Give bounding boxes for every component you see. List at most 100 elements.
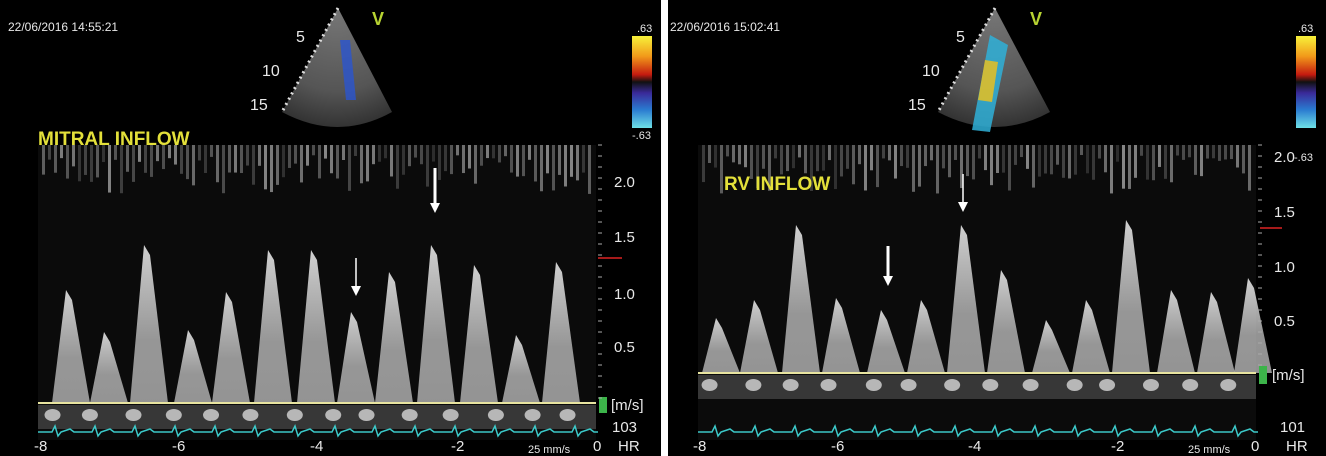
noise (978, 145, 981, 159)
noise (54, 145, 57, 173)
noise (726, 145, 729, 157)
depth-ruler (936, 7, 997, 113)
noise (126, 145, 129, 172)
noise (1212, 145, 1215, 159)
color-scale-max: .63 (1298, 23, 1313, 35)
noise (924, 145, 927, 167)
noise (546, 145, 549, 174)
baseline-marker (599, 397, 607, 413)
time-label: -4 (310, 438, 323, 455)
noise (528, 145, 531, 160)
noise (325, 409, 342, 421)
noise (120, 145, 123, 194)
noise (138, 145, 141, 162)
noise (852, 145, 855, 185)
spectral-envelope (1112, 220, 1150, 373)
noise (876, 145, 879, 188)
noise (834, 145, 837, 190)
noise (510, 145, 513, 173)
noise (204, 145, 207, 174)
noise (420, 145, 423, 165)
noise (165, 409, 182, 421)
noise (216, 145, 219, 183)
noise (1066, 379, 1083, 391)
noise (1170, 145, 1173, 183)
spectral-envelope (822, 298, 860, 373)
noise (588, 145, 591, 194)
noise (1128, 145, 1131, 189)
noise (912, 145, 915, 192)
noise (378, 145, 381, 162)
noise (180, 145, 183, 174)
noise (744, 145, 747, 168)
noise (1116, 145, 1119, 162)
noise (1032, 145, 1035, 188)
spectral-envelope (337, 312, 375, 403)
noise (288, 145, 291, 168)
noise (570, 145, 573, 177)
noise (426, 145, 429, 187)
color-scale-min: -.63 (1294, 152, 1313, 164)
noise (132, 145, 135, 182)
noise (870, 145, 873, 171)
noise (756, 145, 759, 189)
noise (462, 145, 465, 174)
noise (918, 145, 921, 187)
noise (270, 145, 273, 193)
noise (444, 145, 447, 172)
noise (1236, 145, 1239, 168)
noise (750, 145, 753, 179)
noise (102, 145, 105, 163)
panel-title: RV INFLOW (724, 174, 830, 195)
noise (982, 379, 999, 391)
velocity-label: 1.0 (614, 286, 635, 303)
noise (372, 145, 375, 165)
time-label: -6 (831, 438, 844, 455)
noise (222, 145, 225, 194)
noise (414, 145, 417, 158)
noise (552, 145, 555, 191)
noise (840, 145, 843, 177)
sector (282, 8, 392, 127)
noise (822, 145, 825, 171)
noise (804, 145, 807, 174)
arrow-head (351, 286, 361, 296)
noise (246, 145, 249, 166)
noise (84, 145, 87, 175)
noise (286, 409, 303, 421)
noise (1008, 145, 1011, 191)
noise (348, 145, 351, 191)
noise (1038, 145, 1041, 177)
noise (1022, 379, 1039, 391)
noise (798, 145, 801, 158)
panel: 22/06/2016 14:55:21 V 5 10 15 .63 -.63 M… (0, 0, 661, 456)
ecg-trace (698, 423, 1258, 438)
time-label: -8 (693, 438, 706, 455)
noise (954, 145, 957, 160)
noise (534, 145, 537, 182)
noise (1188, 145, 1191, 158)
noise (846, 145, 849, 169)
view-label: V (372, 9, 384, 29)
noise (1242, 145, 1245, 174)
spectral-envelope (1197, 292, 1235, 373)
noise (1176, 145, 1179, 156)
noise (474, 145, 477, 184)
noise (865, 379, 882, 391)
noise (1026, 145, 1029, 169)
noise (114, 145, 117, 160)
noise (1014, 145, 1017, 165)
noise (358, 409, 375, 421)
noise (996, 145, 999, 173)
velocity-label: 1.5 (614, 229, 635, 246)
noise (864, 145, 867, 191)
noise (1122, 145, 1125, 189)
noise (330, 145, 333, 174)
spectral-envelope (174, 330, 212, 403)
noise (306, 145, 309, 166)
noise (984, 145, 987, 171)
noise (780, 145, 783, 175)
spectral-envelope (502, 335, 540, 403)
noise (264, 145, 267, 190)
panel: 22/06/2016 15:02:41 V 5 10 15 .63 -.63 R… (668, 0, 1326, 456)
